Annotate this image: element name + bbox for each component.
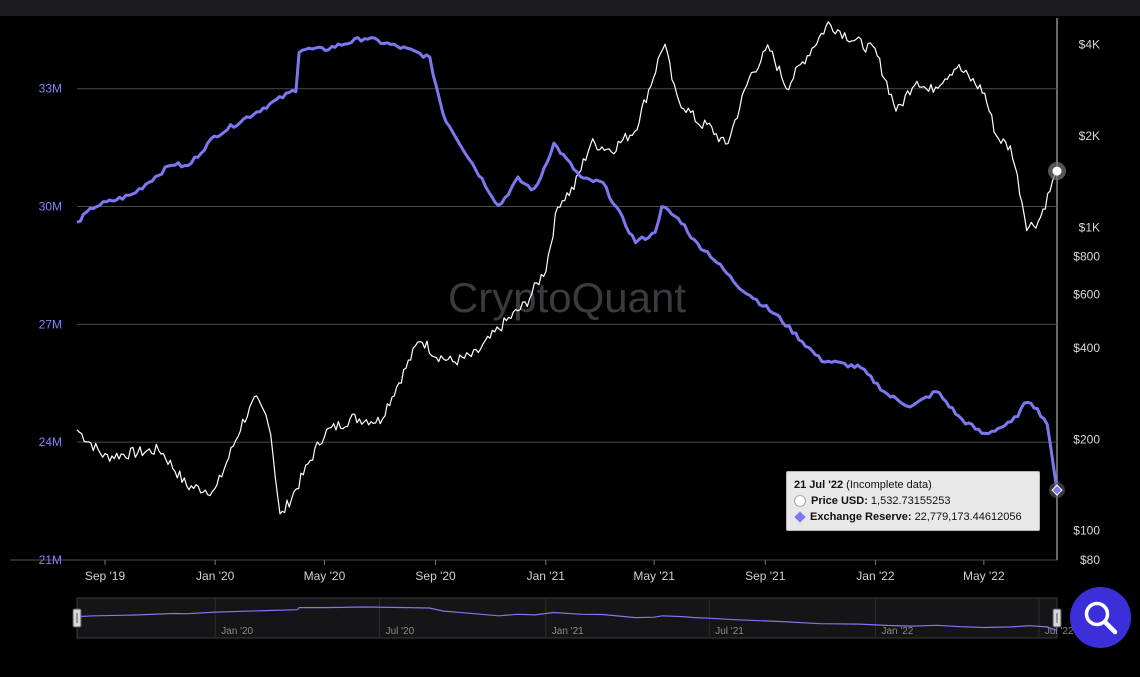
price-legend-dot-icon bbox=[794, 495, 806, 507]
tooltip-reserve-label: Exchange Reserve: bbox=[810, 511, 912, 523]
tooltip-note: (Incomplete data) bbox=[846, 479, 932, 491]
y-right-tick-label: $800 bbox=[1073, 250, 1100, 264]
hover-markers bbox=[1048, 162, 1066, 499]
y-left-tick-label: 21M bbox=[39, 553, 62, 567]
tooltip-price-value: 1,532.73155253 bbox=[870, 495, 951, 507]
tooltip-reserve-value: 22,779,173.44612056 bbox=[914, 511, 1022, 523]
navigator-tick-label: Jan '21 bbox=[552, 626, 584, 637]
search-button[interactable] bbox=[1070, 587, 1131, 648]
navigator-tick-label: Jan '22 bbox=[881, 626, 913, 637]
navigator-tick-label: Jul '20 bbox=[386, 626, 415, 637]
price-usd-line bbox=[76, 21, 1058, 515]
y-right-tick-label: $100 bbox=[1073, 524, 1100, 538]
search-icon bbox=[1084, 601, 1118, 635]
x-tick-label: May '20 bbox=[304, 569, 346, 583]
x-tick-label: Sep '21 bbox=[745, 569, 786, 583]
y-right-tick-label: $400 bbox=[1073, 341, 1100, 355]
y-right-tick-label: $2K bbox=[1079, 129, 1100, 143]
navigator[interactable]: Jan '20 Jul '20 Jan '21 Jul '21 Jan '22 Jul '… bbox=[72, 597, 1074, 639]
watermark-layer: CryptoQuant bbox=[448, 274, 686, 321]
y-right-tick-label: $200 bbox=[1073, 432, 1100, 446]
x-tick-label: Jan '22 bbox=[856, 569, 895, 583]
tooltip-date: 21 Jul '22 bbox=[794, 479, 844, 491]
exchange-reserve-line bbox=[76, 36, 1059, 491]
x-tick-label: May '21 bbox=[633, 569, 675, 583]
watermark-text: CryptoQuant bbox=[448, 274, 686, 321]
tooltip-price-row: Price USD: 1,532.73155253 bbox=[794, 493, 1032, 509]
y-right-tick-label: $1K bbox=[1079, 220, 1100, 234]
y-left-tick-label: 30M bbox=[39, 200, 62, 214]
tooltip: 21 Jul '22 (Incomplete data) Price USD: … bbox=[786, 471, 1040, 531]
y-left-tick-label: 33M bbox=[39, 82, 62, 96]
series-layer bbox=[76, 21, 1059, 515]
navigator-tick-label: Jul '22 bbox=[1045, 626, 1074, 637]
navigator-tick-label: Jul '21 bbox=[715, 626, 744, 637]
navigator-background[interactable] bbox=[76, 597, 1058, 639]
x-tick-label: Sep '20 bbox=[415, 569, 456, 583]
top-toolbar-strip bbox=[0, 0, 1140, 16]
tooltip-reserve-row: Exchange Reserve: 22,779,173.44612056 bbox=[794, 509, 1032, 525]
x-tick-label: Jan '20 bbox=[196, 569, 235, 583]
tooltip-price-label: Price USD: bbox=[811, 495, 868, 507]
tooltip-header: 21 Jul '22 (Incomplete data) bbox=[794, 477, 1032, 493]
grid-lines bbox=[10, 18, 1058, 561]
y-left-tick-label: 27M bbox=[39, 317, 62, 331]
x-tick-label: May '22 bbox=[963, 569, 1005, 583]
y-right-tick-label: $600 bbox=[1073, 288, 1100, 302]
navigator-tick-label: Jan '20 bbox=[221, 626, 253, 637]
y-left-tick-label: 24M bbox=[39, 435, 62, 449]
navigator-series-line bbox=[76, 606, 1058, 631]
price-marker bbox=[1052, 166, 1062, 176]
x-tick-label: Jan '21 bbox=[527, 569, 566, 583]
x-tick-label: Sep '19 bbox=[85, 569, 126, 583]
reserve-marker bbox=[1051, 484, 1063, 496]
axes: 33M 30M 27M 24M 21M $4K $2K $1K $800 $600 $400 $200… bbox=[39, 38, 1101, 583]
y-right-tick-label: $4K bbox=[1079, 38, 1100, 52]
y-right-tick-label: $80 bbox=[1080, 553, 1100, 567]
reserve-legend-diamond-icon bbox=[794, 511, 806, 523]
